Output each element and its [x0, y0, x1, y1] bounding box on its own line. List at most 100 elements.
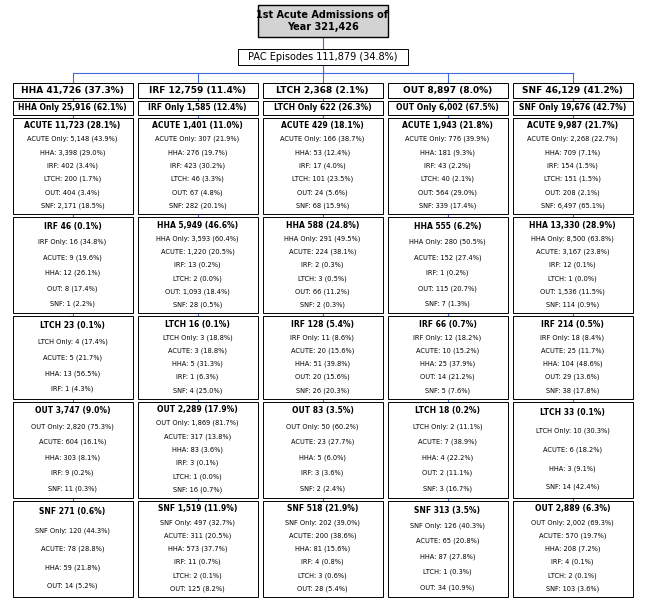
Text: LTCH: 2 (0.1%): LTCH: 2 (0.1%) [173, 572, 222, 579]
Text: SNF: 6,497 (65.1%): SNF: 6,497 (65.1%) [541, 203, 604, 209]
Text: OUT: 8 (17.4%): OUT: 8 (17.4%) [47, 285, 98, 292]
Text: OUT Only: 50 (60.2%): OUT Only: 50 (60.2%) [286, 423, 359, 430]
Text: SNF Only: 120 (44.3%): SNF Only: 120 (44.3%) [35, 527, 110, 533]
Text: SNF: 14 (42.4%): SNF: 14 (42.4%) [546, 484, 599, 490]
Text: IRF: 1 (0.2%): IRF: 1 (0.2%) [426, 269, 469, 276]
Text: LTCH: 1 (0.3%): LTCH: 1 (0.3%) [423, 569, 471, 575]
Text: LTCH: 1 (0.0%): LTCH: 1 (0.0%) [548, 275, 597, 281]
Text: HHA Only 25,916 (62.1%): HHA Only 25,916 (62.1%) [18, 103, 127, 112]
Text: SNF: 26 (20.3%): SNF: 26 (20.3%) [296, 387, 349, 394]
Text: OUT Only 6,002 (67.5%): OUT Only 6,002 (67.5%) [396, 103, 499, 112]
Text: PAC Episodes 111,879 (34.8%): PAC Episodes 111,879 (34.8%) [248, 52, 397, 62]
Bar [388, 316, 508, 398]
Text: HHA Only: 3,593 (60.4%): HHA Only: 3,593 (60.4%) [156, 235, 239, 242]
Text: SNF 46,129 (41.2%): SNF 46,129 (41.2%) [522, 86, 623, 95]
Text: LTCH Only: 2 (11.1%): LTCH Only: 2 (11.1%) [413, 423, 482, 430]
Bar [12, 501, 132, 597]
Text: ACUTE: 3,167 (23.8%): ACUTE: 3,167 (23.8%) [536, 248, 610, 255]
Text: IRF 46 (0.1%): IRF 46 (0.1%) [44, 222, 101, 231]
Text: LTCH: 40 (2.1%): LTCH: 40 (2.1%) [421, 176, 474, 182]
Text: LTCH 33 (0.1%): LTCH 33 (0.1%) [540, 408, 605, 417]
Bar [137, 83, 257, 98]
Text: SNF 518 (21.9%): SNF 518 (21.9%) [287, 505, 358, 514]
Text: ACUTE: 65 (20.8%): ACUTE: 65 (20.8%) [416, 538, 479, 544]
Text: OUT 2,289 (17.9%): OUT 2,289 (17.9%) [157, 405, 238, 414]
Text: HHA: 83 (3.6%): HHA: 83 (3.6%) [172, 446, 223, 453]
Text: IRF: 43 (2.2%): IRF: 43 (2.2%) [424, 163, 471, 169]
Text: OUT: 24 (5.6%): OUT: 24 (5.6%) [297, 189, 348, 196]
Text: ACUTE Only: 776 (39.9%): ACUTE Only: 776 (39.9%) [405, 136, 490, 142]
Text: OUT: 125 (8.2%): OUT: 125 (8.2%) [170, 586, 225, 592]
Text: SNF: 3 (16.7%): SNF: 3 (16.7%) [423, 485, 472, 492]
Text: ACUTE: 20 (15.6%): ACUTE: 20 (15.6%) [291, 347, 354, 354]
Text: HHA 5,949 (46.6%): HHA 5,949 (46.6%) [157, 221, 238, 230]
Text: HHA: 51 (39.8%): HHA: 51 (39.8%) [295, 361, 350, 367]
Text: IRF: 402 (3.4%): IRF: 402 (3.4%) [47, 163, 98, 169]
Text: LTCH Only: 4 (17.4%): LTCH Only: 4 (17.4%) [37, 338, 108, 345]
Text: LTCH: 2 (0.1%): LTCH: 2 (0.1%) [548, 572, 597, 579]
Text: LTCH: 46 (3.3%): LTCH: 46 (3.3%) [171, 176, 224, 182]
Bar [388, 83, 508, 98]
Text: ACUTE: 200 (38.6%): ACUTE: 200 (38.6%) [289, 532, 356, 539]
Text: HHA: 303 (8.1%): HHA: 303 (8.1%) [45, 454, 100, 461]
Text: HHA: 87 (27.8%): HHA: 87 (27.8%) [420, 553, 475, 560]
Text: IRF Only: 11 (8.6%): IRF Only: 11 (8.6%) [290, 334, 355, 341]
Text: LTCH 2,368 (2.1%): LTCH 2,368 (2.1%) [276, 86, 369, 95]
Text: ACUTE: 152 (27.4%): ACUTE: 152 (27.4%) [413, 254, 481, 260]
Text: IRF 214 (0.5%): IRF 214 (0.5%) [541, 320, 604, 329]
Text: OUT: 564 (29.0%): OUT: 564 (29.0%) [418, 189, 477, 196]
Text: SNF: 28 (0.5%): SNF: 28 (0.5%) [173, 302, 222, 308]
Text: SNF: 2 (0.3%): SNF: 2 (0.3%) [300, 302, 345, 308]
Text: ACUTE: 5 (21.7%): ACUTE: 5 (21.7%) [43, 354, 102, 361]
Text: OUT: 208 (2.1%): OUT: 208 (2.1%) [545, 189, 600, 196]
Text: ACUTE Only: 307 (21.9%): ACUTE Only: 307 (21.9%) [155, 136, 240, 142]
Text: HHA: 12 (26.1%): HHA: 12 (26.1%) [45, 269, 100, 276]
Text: HHA: 208 (7.2%): HHA: 208 (7.2%) [545, 545, 600, 552]
Text: HHA: 3,398 (29.0%): HHA: 3,398 (29.0%) [40, 149, 105, 156]
Text: IRF Only: 16 (34.8%): IRF Only: 16 (34.8%) [38, 238, 106, 245]
Text: ACUTE 1,401 (11.0%): ACUTE 1,401 (11.0%) [152, 121, 243, 130]
Text: OUT: 34 (10.9%): OUT: 34 (10.9%) [421, 584, 475, 591]
Text: SNF: 68 (15.9%): SNF: 68 (15.9%) [296, 203, 349, 209]
Text: HHA: 81 (15.6%): HHA: 81 (15.6%) [295, 545, 350, 552]
Text: SNF: 5 (7.6%): SNF: 5 (7.6%) [425, 387, 470, 394]
Text: OUT 3,747 (9.0%): OUT 3,747 (9.0%) [35, 406, 110, 415]
Bar [388, 401, 508, 498]
Text: IRF: 423 (30.2%): IRF: 423 (30.2%) [170, 163, 225, 169]
Bar [388, 501, 508, 597]
Text: OUT: 14 (5.2%): OUT: 14 (5.2%) [47, 583, 98, 589]
Text: OUT: 67 (4.8%): OUT: 67 (4.8%) [172, 189, 223, 196]
Text: ACUTE: 78 (28.8%): ACUTE: 78 (28.8%) [41, 545, 104, 552]
Bar [137, 316, 257, 398]
Text: ACUTE Only: 2,268 (22.7%): ACUTE Only: 2,268 (22.7%) [527, 136, 618, 142]
Text: LTCH Only: 10 (30.3%): LTCH Only: 10 (30.3%) [535, 428, 610, 434]
Text: IRF: 3 (0.1%): IRF: 3 (0.1%) [176, 460, 219, 466]
Text: OUT: 14 (21.2%): OUT: 14 (21.2%) [420, 374, 475, 380]
Bar [513, 118, 633, 214]
Text: OUT 8,897 (8.0%): OUT 8,897 (8.0%) [403, 86, 492, 95]
Text: IRF: 3 (3.6%): IRF: 3 (3.6%) [301, 470, 344, 476]
Text: HHA: 53 (12.4%): HHA: 53 (12.4%) [295, 149, 350, 156]
Text: SNF: 38 (17.8%): SNF: 38 (17.8%) [546, 387, 599, 394]
Text: HHA 41,726 (37.3%): HHA 41,726 (37.3%) [21, 86, 124, 95]
Text: IRF: 11 (0.7%): IRF: 11 (0.7%) [174, 559, 221, 565]
Text: HHA: 5 (6.0%): HHA: 5 (6.0%) [299, 454, 346, 461]
Text: SNF Only 19,676 (42.7%): SNF Only 19,676 (42.7%) [519, 103, 626, 112]
Bar [263, 101, 382, 115]
Text: OUT: 2 (11.1%): OUT: 2 (11.1%) [422, 470, 473, 476]
Bar [513, 401, 633, 498]
Bar [12, 401, 132, 498]
Text: OUT: 115 (20.7%): OUT: 115 (20.7%) [418, 285, 477, 292]
Text: HHA: 25 (37.9%): HHA: 25 (37.9%) [420, 361, 475, 367]
Bar [12, 217, 132, 313]
Text: ACUTE Only: 166 (38.7%): ACUTE Only: 166 (38.7%) [281, 136, 364, 142]
Text: IRF: 1 (6.3%): IRF: 1 (6.3%) [176, 374, 219, 380]
Text: SNF: 2,171 (18.5%): SNF: 2,171 (18.5%) [41, 203, 104, 209]
Text: IRF Only: 18 (8.4%): IRF Only: 18 (8.4%) [541, 334, 604, 341]
Bar [263, 401, 382, 498]
Text: 1st Acute Admissions of
Year 321,426: 1st Acute Admissions of Year 321,426 [257, 10, 388, 32]
Text: OUT: 20 (15.6%): OUT: 20 (15.6%) [295, 374, 350, 380]
Text: HHA 13,330 (28.9%): HHA 13,330 (28.9%) [529, 221, 616, 230]
Text: LTCH Only 622 (26.3%): LTCH Only 622 (26.3%) [273, 103, 372, 112]
Text: ACUTE Only: 5,148 (43.9%): ACUTE Only: 5,148 (43.9%) [27, 136, 118, 142]
